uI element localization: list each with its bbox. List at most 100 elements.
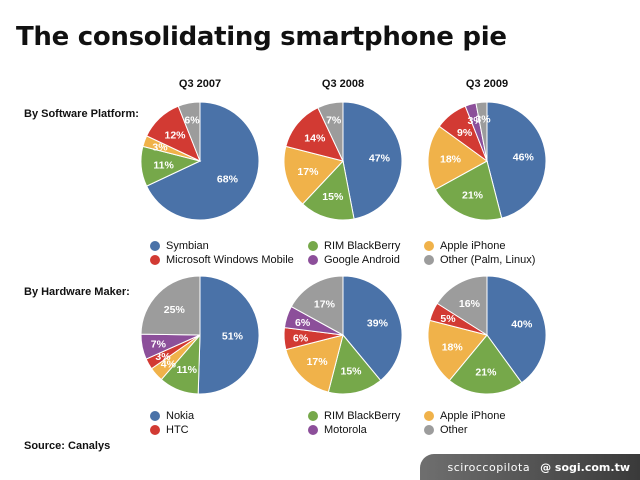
pie-value-label: 46% bbox=[513, 151, 535, 163]
pie-slice-symbian bbox=[145, 101, 260, 221]
pie-slice-apple-iphone bbox=[427, 125, 488, 191]
pie-slice-nokia bbox=[342, 275, 403, 382]
pie-value-label: 16% bbox=[459, 298, 481, 310]
legend-swatch-icon bbox=[150, 411, 160, 421]
pie-value-label: 17% bbox=[307, 356, 329, 368]
pie-value-label: 5% bbox=[440, 313, 456, 325]
pie-value-label: 68% bbox=[217, 173, 239, 185]
pie-slice-rim-blackberry bbox=[448, 334, 523, 395]
pie-value-label: 25% bbox=[164, 304, 186, 316]
legend-label: RIM BlackBerry bbox=[324, 240, 401, 252]
pie-value-label: 40% bbox=[511, 319, 533, 331]
row-label-hardware: By Hardware Maker: bbox=[24, 286, 130, 298]
pie-slice-other bbox=[436, 275, 488, 336]
pie-value-label: 18% bbox=[442, 341, 464, 353]
legend-item: RIM BlackBerry bbox=[308, 240, 424, 252]
pie-value-label: 6% bbox=[295, 317, 311, 329]
pie-slice-rim-blackberry bbox=[434, 160, 503, 221]
pie-slice-symbian bbox=[486, 101, 547, 219]
legend-swatch-icon bbox=[150, 425, 160, 435]
pie-value-label: 47% bbox=[369, 153, 391, 165]
legend-item: Microsoft Windows Mobile bbox=[150, 254, 308, 266]
legend-swatch-icon bbox=[424, 241, 434, 251]
pie-value-label: 6% bbox=[184, 114, 200, 126]
pie-slice-apple-iphone bbox=[285, 334, 344, 393]
pie-value-label: 21% bbox=[462, 190, 484, 202]
pie-value-label: 18% bbox=[440, 154, 462, 166]
legend-software: Symbian RIM BlackBerry Apple iPhone Microso… bbox=[150, 240, 550, 266]
pie-value-label: 3% bbox=[155, 351, 171, 363]
legend-label: Motorola bbox=[324, 424, 367, 436]
pie-value-label: 39% bbox=[367, 318, 389, 330]
legend-item: Symbian bbox=[150, 240, 308, 252]
legend-item: Motorola bbox=[308, 424, 424, 436]
legend-hardware: Nokia RIM BlackBerry Apple iPhone HTC Motoro… bbox=[150, 410, 550, 436]
pie-slice-microsoft-windows-mobile bbox=[285, 106, 344, 162]
pie-value-label: 7% bbox=[151, 339, 167, 351]
legend-swatch-icon bbox=[424, 255, 434, 265]
pie-value-label: 12% bbox=[164, 129, 186, 141]
pie-value-label: 11% bbox=[176, 364, 197, 376]
legend-swatch-icon bbox=[150, 255, 160, 265]
pie-slice-rim-blackberry bbox=[301, 159, 355, 221]
legend-item: RIM BlackBerry bbox=[308, 410, 424, 422]
legend-item: Apple iPhone bbox=[424, 410, 554, 422]
pie-value-label: 21% bbox=[475, 367, 497, 379]
legend-swatch-icon bbox=[308, 241, 318, 251]
pie-value-label: 3% bbox=[475, 114, 491, 126]
pie-value-label: 14% bbox=[304, 133, 326, 145]
pie-value-label: 15% bbox=[322, 191, 344, 203]
pie-slice-other bbox=[140, 275, 201, 336]
legend-item: HTC bbox=[150, 424, 308, 436]
legend-item: Other (Palm, Linux) bbox=[424, 254, 554, 266]
legend-label: Microsoft Windows Mobile bbox=[166, 254, 294, 266]
period-header-2008: Q3 2008 bbox=[321, 78, 365, 90]
pie-value-label: 17% bbox=[314, 299, 336, 311]
pie-value-label: 9% bbox=[457, 127, 473, 139]
legend-item: Nokia bbox=[150, 410, 308, 422]
legend-label: Nokia bbox=[166, 410, 195, 422]
pie-software-q3-2007: 68%11%3%12%6% bbox=[140, 101, 260, 221]
watermark-credit: sciroccopilota bbox=[447, 460, 531, 474]
pie-value-label: 7% bbox=[326, 115, 342, 127]
pie-slice-other-palm-linux- bbox=[475, 101, 488, 162]
legend-swatch-icon bbox=[424, 411, 434, 421]
pie-slice-symbian bbox=[342, 101, 403, 220]
pie-slice-rim-blackberry bbox=[327, 333, 382, 395]
pie-hardware-q3-2008: 39%15%17%6%6%17% bbox=[283, 275, 403, 395]
pie-slice-other-palm-linux- bbox=[177, 101, 201, 162]
pie-value-label: 6% bbox=[293, 333, 309, 345]
pie-slice-other bbox=[290, 275, 344, 336]
legend-swatch-icon bbox=[308, 255, 318, 265]
watermark-site: @ sogi.com.tw bbox=[540, 460, 630, 474]
legend-label: Symbian bbox=[166, 240, 209, 252]
pie-slice-apple-iphone bbox=[283, 145, 344, 205]
row-label-software: By Software Platform: bbox=[24, 108, 139, 120]
pie-value-label: 15% bbox=[340, 366, 362, 378]
watermark-banner: sciroccopilota @ sogi.com.tw bbox=[420, 454, 640, 480]
pie-hardware-q3-2009: 40% 21% 18% 5%16% bbox=[427, 275, 547, 395]
pie-software-q3-2008: 47% 15% 17% 14%7% bbox=[283, 101, 403, 221]
pie-value-label: 4% bbox=[161, 358, 177, 370]
legend-label: Other (Palm, Linux) bbox=[440, 254, 536, 266]
legend-label: Apple iPhone bbox=[440, 240, 506, 252]
legend-item: Apple iPhone bbox=[424, 240, 554, 252]
source-note: Source: Canalys bbox=[24, 440, 111, 452]
legend-label: HTC bbox=[166, 424, 189, 436]
pie-slice-nokia bbox=[486, 275, 547, 384]
legend-item: Google Android bbox=[308, 254, 424, 266]
pie-slice-apple-iphone bbox=[427, 319, 488, 382]
pie-slice-other-palm-linux- bbox=[317, 101, 344, 162]
period-header-2007: Q3 2007 bbox=[178, 78, 222, 90]
pie-value-label: 17% bbox=[297, 166, 319, 178]
legend-swatch-icon bbox=[424, 425, 434, 435]
pie-value-label: 11% bbox=[153, 159, 174, 171]
pie-value-label: 51% bbox=[222, 331, 244, 343]
legend-label: RIM BlackBerry bbox=[324, 410, 401, 422]
pie-hardware-q3-2007: 51% 11%4%3%7% 25% bbox=[140, 275, 260, 395]
legend-swatch-icon bbox=[308, 411, 318, 421]
legend-label: Other bbox=[440, 424, 468, 436]
legend-swatch-icon bbox=[308, 425, 318, 435]
pie-software-q3-2009: 46%21%18%9%3%3% bbox=[427, 101, 547, 221]
